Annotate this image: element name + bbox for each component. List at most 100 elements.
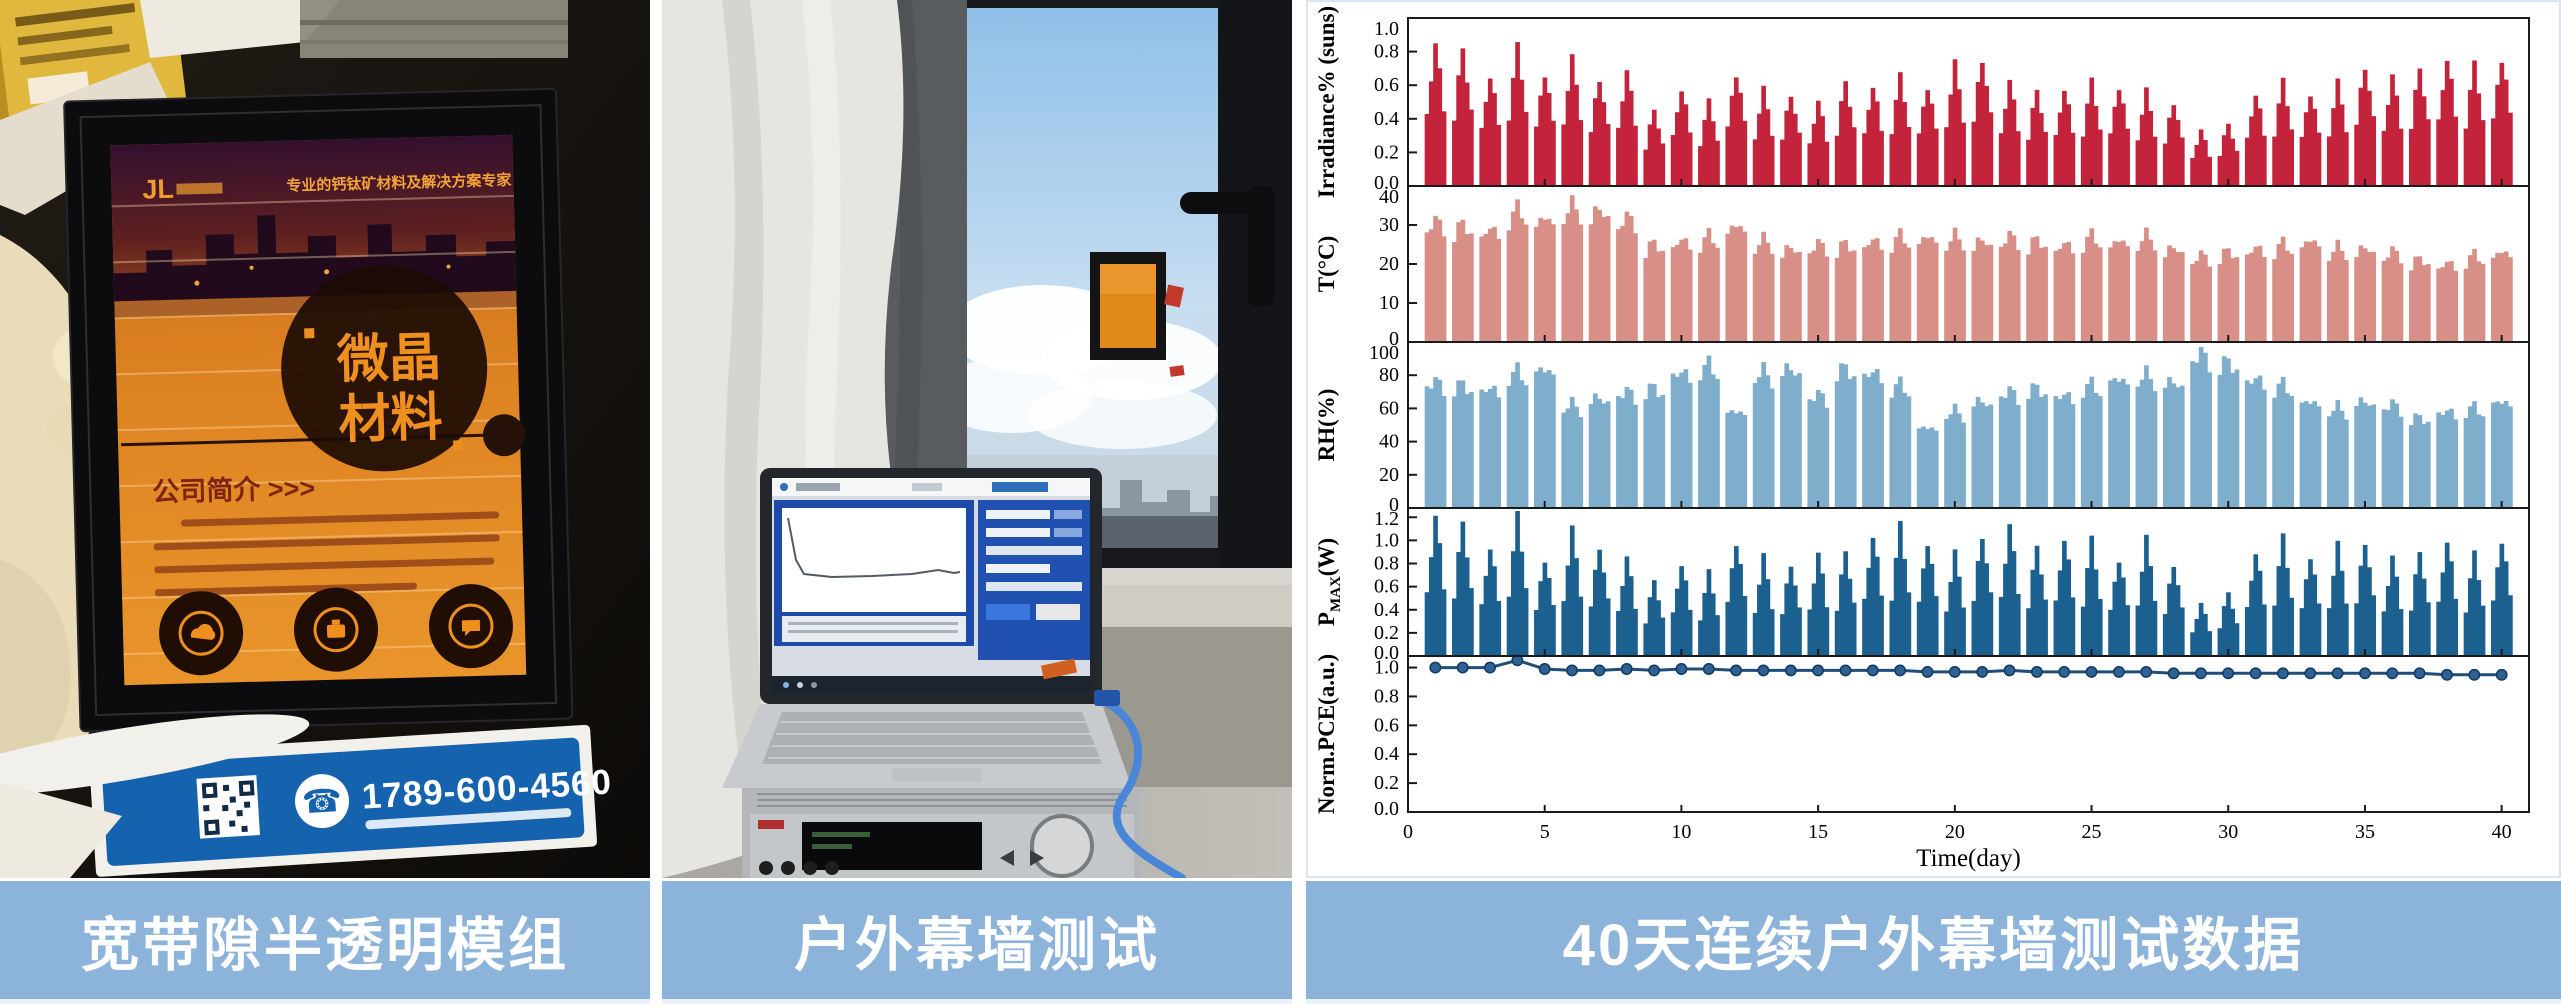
photo-module-panel: JL 专业的钙钛矿材料及解决方案专家 微晶 材料	[0, 0, 650, 878]
laptop-base	[722, 704, 1132, 788]
svg-text:0.2: 0.2	[1374, 141, 1399, 163]
cloud-icon	[159, 591, 244, 676]
poster-title-line1: 微晶	[335, 329, 441, 390]
window-handle	[1180, 186, 1274, 306]
svg-text:25: 25	[2082, 821, 2102, 843]
svg-text:0.4: 0.4	[1374, 743, 1399, 765]
photos-row: JL 专业的钙钛矿材料及解决方案专家 微晶 材料	[0, 0, 2561, 878]
svg-text:10: 10	[1379, 292, 1399, 314]
temperature-ylabel: T(°C)	[1314, 236, 1339, 292]
svg-text:40: 40	[1379, 186, 1399, 208]
phone-icon: ☎	[295, 774, 350, 829]
caption-divider	[650, 881, 662, 1004]
irradiance-ylabel: Irradiance% (suns)	[1314, 6, 1339, 198]
svg-text:60: 60	[1379, 397, 1399, 419]
poster-design-dot	[482, 414, 525, 457]
chart-panel-irradiance: 0.0 0.2 0.4 0.6 0.81.0 Irradiance% (suns)	[1314, 6, 2530, 198]
svg-text:0.6: 0.6	[1374, 714, 1399, 736]
panel-divider	[650, 0, 662, 878]
caption-module: 宽带隙半透明模组	[0, 881, 650, 1004]
caption-divider	[1292, 881, 1306, 1004]
svg-text:0.0: 0.0	[1374, 172, 1399, 194]
panel-divider	[1292, 0, 1306, 878]
svg-text:0.6: 0.6	[1374, 74, 1399, 96]
svg-text:0.2: 0.2	[1374, 622, 1399, 644]
poster-title-line2: 材料	[338, 389, 443, 450]
svg-text:☎: ☎	[301, 781, 343, 821]
svg-text:0.8: 0.8	[1374, 685, 1399, 707]
svg-text:1.2: 1.2	[1374, 508, 1399, 530]
laptop-sticker	[1040, 658, 1078, 680]
svg-text:0.8: 0.8	[1374, 553, 1399, 575]
svg-text:40: 40	[1379, 431, 1399, 453]
measurement-software	[774, 500, 1090, 660]
svg-text:0.4: 0.4	[1374, 599, 1399, 621]
caption-band: 宽带隙半透明模组 户外幕墙测试 40天连续户外幕墙测试数据	[0, 878, 2561, 1004]
svg-text:30: 30	[1379, 214, 1399, 236]
svg-text:20: 20	[1379, 253, 1399, 275]
caption-chart: 40天连续户外幕墙测试数据	[1306, 881, 2561, 1004]
poster-icon-row	[159, 584, 513, 676]
humidity-bars	[1424, 347, 2513, 507]
svg-text:30: 30	[2218, 821, 2238, 843]
svg-text:0: 0	[1389, 328, 1399, 350]
svg-text:1.0: 1.0	[1374, 18, 1399, 40]
svg-text:20: 20	[1379, 464, 1399, 486]
photo-outdoor-test-art	[662, 0, 1292, 878]
usb-connector	[1094, 690, 1120, 706]
svg-text:0.0: 0.0	[1374, 798, 1399, 820]
caption-outdoor-test: 户外幕墙测试	[662, 881, 1292, 1004]
svg-text:0.6: 0.6	[1374, 576, 1399, 598]
pmax-ylabel: PMAX(W)	[1314, 538, 1344, 626]
poster-title-circle: 微晶 材料	[281, 265, 488, 472]
norm_pce-line	[1435, 658, 2502, 677]
paper-sheet-bottom	[0, 782, 122, 878]
paper-sheet-top	[140, 0, 340, 58]
laptop	[722, 468, 1132, 788]
contact-card: ☎ 1789-600-4560	[0, 714, 613, 877]
screen-decay-curve	[787, 517, 961, 579]
svg-text:0.8: 0.8	[1374, 41, 1399, 63]
screen-taskbar	[772, 676, 1090, 694]
irradiance-bars	[1424, 42, 2513, 186]
module-poster: JL 专业的钙钛矿材料及解决方案专家 微晶 材料	[110, 134, 527, 686]
company-intro-text-lines	[153, 511, 500, 597]
usb-cable	[1098, 696, 1186, 878]
instrument-terminals	[759, 861, 839, 875]
instrument-arrow-keys	[1000, 850, 1044, 866]
norm_pce-border	[1407, 655, 2530, 813]
humidity-ylabel: RH(%)	[1314, 389, 1339, 462]
poster-header: 专业的钙钛矿材料及解决方案专家	[286, 171, 511, 195]
contact-address-line	[365, 808, 572, 830]
svg-text:0.4: 0.4	[1374, 108, 1399, 130]
plastic-box	[300, 0, 568, 58]
norm_pce-markers	[1429, 654, 2508, 681]
svg-text:0: 0	[1403, 821, 1413, 843]
norm_pce-ylabel: Norm.PCE(a.u.)	[1314, 654, 1339, 814]
svg-text:100: 100	[1369, 342, 1399, 364]
chart-x-axis: 0 5 10 15 20 25 30 35 40 Time(day)	[1403, 821, 2512, 872]
window-sill	[1072, 585, 1292, 627]
module-frame: JL 专业的钙钛矿材料及解决方案专家 微晶 材料	[63, 87, 574, 733]
instrument-vents	[757, 793, 1127, 807]
svg-text:0: 0	[1389, 494, 1399, 516]
test-module-sample	[1090, 252, 1185, 377]
qr-code	[196, 775, 260, 839]
chart-panel: 0.0 0.2 0.4 0.6 0.8 1.0 Irradiance% (suns) 0 10 2…	[1306, 0, 2561, 878]
chart-xlabel: Time(day)	[1916, 845, 2021, 872]
svg-text:0.0: 0.0	[1374, 642, 1399, 664]
pmax-bars	[1424, 511, 2513, 655]
svg-text:1.0: 1.0	[1374, 657, 1399, 679]
svg-text:0.2: 0.2	[1374, 772, 1399, 794]
svg-text:1.0: 1.0	[1374, 529, 1399, 551]
poster-logo: JL	[142, 174, 174, 205]
instrument-sourcemeter	[742, 788, 1142, 878]
instrument-knob	[1030, 814, 1094, 878]
svg-text:10: 10	[1671, 821, 1691, 843]
laptop-screen	[772, 478, 1090, 694]
company-intro-label: 公司简介 >>>	[152, 472, 316, 507]
svg-text:80: 80	[1379, 364, 1399, 386]
briefcase-icon	[294, 587, 379, 672]
